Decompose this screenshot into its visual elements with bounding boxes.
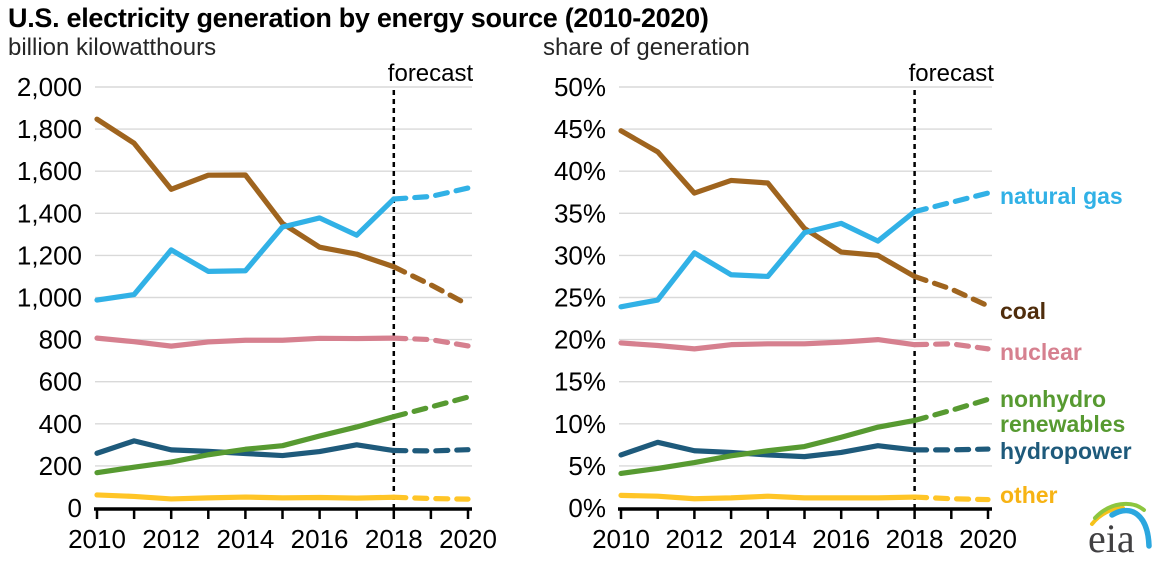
series-line-natural-gas-right-forecast <box>911 190 991 215</box>
series-line-hydropower-right <box>618 439 918 460</box>
series-line-other-right-forecast <box>911 494 991 503</box>
left-y-tick-label-600: 600 <box>39 367 82 397</box>
right-y-tick-label-5: 5% <box>568 451 606 481</box>
series-line-nuclear-left-forecast <box>391 335 471 349</box>
right-y-tick-label-0: 0% <box>568 493 606 523</box>
legend-label-coal: coal <box>1000 298 1047 324</box>
right-x-tick-label-2016: 2016 <box>812 524 870 554</box>
series-line-nonhydro-renewables-right <box>618 417 918 477</box>
series-line-coal-left-forecast <box>391 264 471 308</box>
left-y-tick-label-1600: 1,600 <box>17 156 82 186</box>
series-line-coal-right-forecast <box>911 273 991 309</box>
left-axis-units-label: billion kilowatthours <box>8 34 217 61</box>
right-y-tick-label-35: 35% <box>554 198 606 228</box>
series-line-nonhydro-renewables-left-forecast <box>391 394 471 420</box>
left-y-tick-label-400: 400 <box>39 409 82 439</box>
right-y-tick-label-30: 30% <box>554 240 606 270</box>
right-y-tick-label-15: 15% <box>554 367 606 397</box>
series-line-hydropower-left <box>94 438 397 459</box>
eia-logo-green-arc <box>1093 501 1146 520</box>
series-line-natural-gas-right <box>618 209 918 310</box>
legend-label-nonhydro-renewables-line2: renewables <box>1000 411 1126 437</box>
right-x-tick-label-2010: 2010 <box>592 524 650 554</box>
left-y-tick-label-1400: 1,400 <box>17 198 82 228</box>
right-y-tick-label-50: 50% <box>554 72 606 102</box>
series-line-coal-left <box>94 116 397 270</box>
legend-label-natural-gas: natural gas <box>1000 183 1123 209</box>
series-line-nonhydro-renewables-left <box>94 414 397 476</box>
right-y-tick-label-25: 25% <box>554 283 606 313</box>
legend-label-nonhydro-renewables-line1: nonhydro <box>1000 386 1107 412</box>
series-line-nonhydro-renewables-right-forecast <box>911 396 991 424</box>
series-line-other-left-forecast <box>391 494 471 502</box>
series-line-natural-gas-left-forecast <box>391 185 471 202</box>
left-y-tick-label-200: 200 <box>39 451 82 481</box>
series-line-other-right <box>618 492 918 502</box>
right-x-tick-label-2014: 2014 <box>739 524 797 554</box>
right-y-tick-label-40: 40% <box>554 156 606 186</box>
legend-label-other: other <box>1000 482 1058 508</box>
left-y-tick-label-1800: 1,800 <box>17 114 82 144</box>
eia-logo-graphic: eia <box>1088 501 1152 561</box>
left-y-tick-label-800: 800 <box>39 325 82 355</box>
left-x-tick-label-2014: 2014 <box>216 524 274 554</box>
series-line-nuclear-right-forecast <box>911 341 991 352</box>
series-line-nuclear-left <box>94 335 397 349</box>
left-x-tick-label-2018: 2018 <box>365 524 423 554</box>
chart-title: U.S. electricity generation by energy so… <box>8 3 709 33</box>
series-line-other-left <box>94 492 397 502</box>
eia-logo-text: eia <box>1088 516 1135 561</box>
legend-label-nuclear: nuclear <box>1000 339 1082 365</box>
left-y-tick-label-1200: 1,200 <box>17 240 82 270</box>
right-y-tick-label-10: 10% <box>554 409 606 439</box>
left-forecast-label: forecast <box>388 60 474 87</box>
left-x-tick-label-2010: 2010 <box>68 524 126 554</box>
series-line-hydropower-left-forecast <box>391 447 471 454</box>
series-line-natural-gas-left <box>94 196 397 303</box>
right-x-tick-label-2020: 2020 <box>959 524 1017 554</box>
right-x-tick-label-2018: 2018 <box>886 524 944 554</box>
eia-logo-yellow-arc <box>1090 506 1125 526</box>
left-x-tick-label-2012: 2012 <box>142 524 200 554</box>
right-y-tick-label-20: 20% <box>554 325 606 355</box>
left-x-tick-label-2020: 2020 <box>439 524 497 554</box>
right-forecast-label: forecast <box>909 60 995 87</box>
left-y-tick-label-1000: 1,000 <box>17 283 82 313</box>
eia-logo-blue-arc <box>1109 507 1152 549</box>
right-y-tick-label-45: 45% <box>554 114 606 144</box>
left-y-tick-label-2000: 2,000 <box>17 72 82 102</box>
left-y-tick-label-0: 0 <box>68 493 82 523</box>
eia-logo: eia <box>1082 490 1158 562</box>
series-line-coal-right <box>618 128 918 280</box>
series-line-hydropower-right-forecast <box>911 446 991 453</box>
left-x-tick-label-2016: 2016 <box>291 524 349 554</box>
legend-label-hydropower: hydropower <box>1000 438 1132 464</box>
right-x-tick-label-2012: 2012 <box>665 524 723 554</box>
right-axis-units-label: share of generation <box>543 34 750 61</box>
series-line-nuclear-right <box>618 337 918 352</box>
